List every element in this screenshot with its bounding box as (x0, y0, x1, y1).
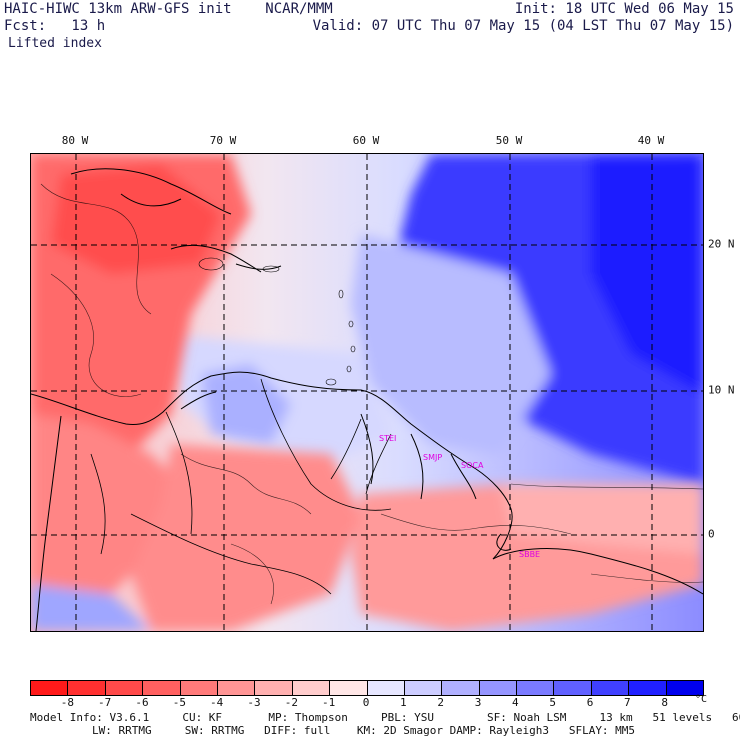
colorbar-swatch (517, 681, 555, 695)
lon-label-50w: 50 W (495, 134, 523, 147)
coastlines (31, 168, 703, 631)
colorbar-tick-label: -3 (247, 696, 261, 709)
colorbar-swatch (292, 681, 331, 695)
colorbar-swatch (404, 681, 443, 695)
colorbar-swatch (367, 681, 405, 695)
colorbar-swatch (666, 681, 704, 695)
colorbar-swatch (554, 681, 592, 695)
colorbar-swatch (180, 681, 218, 695)
station-stei: STEI (379, 434, 396, 443)
field-name: Lifted index (8, 36, 102, 51)
colorbar-swatch (217, 681, 256, 695)
lon-label-80w: 80 W (61, 134, 89, 147)
model-title: HAIC-HIWC 13km ARW-GFS init NCAR/MMM (4, 1, 333, 17)
colorbar-swatch (591, 681, 630, 695)
colorbar-tick-label: -8 (60, 696, 74, 709)
colorbar-tick-label: -4 (210, 696, 224, 709)
colorbar-unit: °C (695, 694, 708, 705)
colorbar-tick-label: 3 (474, 696, 482, 709)
station-smjp: SMJP (423, 453, 442, 462)
country-borders (90, 378, 392, 595)
lat-label-10n: 10 N (708, 383, 735, 397)
colorbar-swatch (105, 681, 144, 695)
lat-label-20n: 20 N (708, 237, 735, 251)
colorbar-tick-label: -2 (284, 696, 298, 709)
colorbar-swatch (143, 681, 181, 695)
init-time: Init: 18 UTC Wed 06 May 15 (514, 1, 734, 17)
colorbar-swatch (442, 681, 480, 695)
colorbar-tick-label: 2 (437, 696, 444, 709)
colorbar (30, 680, 704, 696)
station-sbbe: SBBE (519, 550, 540, 559)
colorbar-tick-label: -6 (135, 696, 149, 709)
colorbar-tick-label: 1 (400, 696, 407, 709)
islands (198, 257, 356, 386)
colorbar-swatch (479, 681, 518, 695)
colorbar-tick-label: -5 (172, 696, 186, 709)
field-red-region (31, 154, 703, 631)
colorbar-swatch (629, 681, 667, 695)
colorbar-tick-label: 5 (549, 696, 556, 709)
colorbar-swatch (255, 681, 293, 695)
graticule (31, 154, 703, 631)
colorbar-tick-label: 7 (624, 696, 631, 709)
colorbar-tick-label: -1 (322, 696, 336, 709)
lat-label-0: 0 (708, 527, 715, 541)
colorbar-swatch (31, 681, 69, 695)
lifted-index-map: STEI SMJP SOCA SBBE (30, 153, 704, 632)
station-soca: SOCA (461, 461, 484, 470)
colorbar-tick-label: 8 (661, 696, 668, 709)
valid-time: Valid: 07 UTC Thu 07 May 15 (04 LST Thu … (312, 18, 734, 34)
colorbar-tick-label: 4 (512, 696, 519, 709)
map-canvas: STEI SMJP SOCA SBBE (31, 154, 703, 631)
colorbar-tick-label: -7 (98, 696, 112, 709)
lon-label-60w: 60 W (352, 134, 380, 147)
colorbar-swatch (330, 681, 368, 695)
lon-label-70w: 70 W (209, 134, 237, 147)
forecast-hour: Fcst: 13 h (4, 18, 106, 34)
model-info-line-2: LW: RRTMG SW: RRTMG DIFF: full KM: 2D Sm… (92, 724, 636, 737)
lon-label-40w: 40 W (637, 134, 665, 147)
colorbar-tick-label: 0 (362, 696, 370, 709)
contour-lines (40, 183, 703, 605)
colorbar-tick-label: 6 (586, 696, 594, 709)
colorbar-swatch (68, 681, 106, 695)
model-info-line-1: Model Info: V3.6.1 CU: KF MP: Thompson P… (30, 711, 740, 724)
